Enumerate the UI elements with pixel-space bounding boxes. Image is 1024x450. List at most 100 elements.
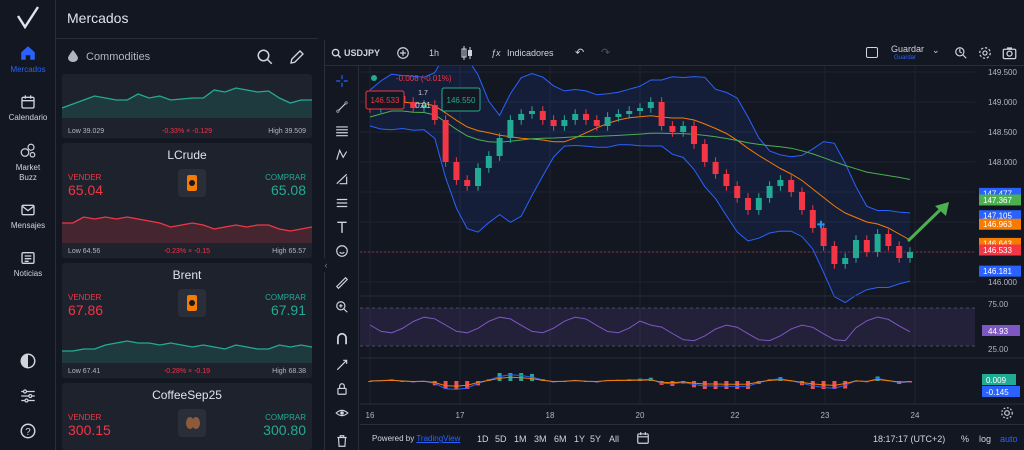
- range-1d[interactable]: 1D: [477, 434, 489, 444]
- macd-bar: [368, 381, 372, 382]
- powered-by-label: Powered by: [372, 434, 415, 443]
- trendline-icon[interactable]: [335, 100, 349, 114]
- x-tick-label: 18: [546, 411, 555, 420]
- price-tag: [979, 237, 1021, 249]
- save-button[interactable]: Guardar: [891, 44, 925, 54]
- emoji-icon[interactable]: [335, 244, 349, 258]
- nav-item-mercados[interactable]: Mercados: [0, 44, 56, 74]
- macd-bar: [454, 381, 459, 389]
- crosshair-icon[interactable]: [335, 74, 349, 88]
- range-1y[interactable]: 1Y: [574, 434, 586, 444]
- goto-date-icon[interactable]: [636, 431, 650, 445]
- sell-button[interactable]: 65.04: [68, 182, 104, 198]
- indicators-icon[interactable]: ƒx: [491, 48, 501, 58]
- market-card-lcrude[interactable]: LCrude VENDER 65.04 COMPRAR 65.08 Low 64…: [62, 143, 312, 258]
- market-card-coffee[interactable]: CoffeeSep25 VENDER 300.15 COMPRAR 300.80: [62, 383, 312, 450]
- buy-label: COMPRAR: [265, 413, 306, 422]
- log-toggle[interactable]: log: [979, 434, 992, 444]
- candle-body: [410, 102, 417, 108]
- trash-icon[interactable]: [335, 434, 349, 448]
- nav-item-noticias[interactable]: Noticias: [0, 250, 56, 278]
- gear-icon[interactable]: [978, 46, 992, 60]
- sell-button[interactable]: 67.86: [68, 302, 104, 318]
- candle-body: [529, 111, 535, 114]
- market-card-brent[interactable]: Brent VENDER 67.86 COMPRAR 67.91 Low 67.…: [62, 263, 312, 378]
- chart-container: USDJPY 1h ƒx Indicadores ↶ ↷ Guardar Gua…: [322, 40, 1024, 450]
- nav-label: Market Buzz: [15, 163, 41, 182]
- range-all[interactable]: All: [609, 434, 620, 444]
- macd-bar: [810, 381, 815, 389]
- nav-item-mensajes[interactable]: Mensajes: [0, 202, 56, 230]
- candle-body: [853, 240, 859, 258]
- clock-display[interactable]: 18:17:17 (UTC+2): [873, 434, 946, 444]
- brush-icon[interactable]: [335, 196, 349, 210]
- rsi-tick: 75.00: [988, 300, 1009, 309]
- redo-icon[interactable]: ↷: [601, 47, 611, 59]
- range-5d[interactable]: 5D: [495, 434, 507, 444]
- candle-body: [842, 258, 849, 264]
- search-icon[interactable]: [256, 48, 274, 66]
- price-chart[interactable]: -0.008 (-0.01%) 146.533 1.7 0.01 146.550…: [360, 66, 1024, 424]
- collapse-panel-icon[interactable]: ‹: [322, 258, 330, 272]
- pattern-icon[interactable]: [335, 148, 349, 162]
- undo-icon[interactable]: ↶: [575, 47, 585, 59]
- ask-value[interactable]: 146.550: [447, 96, 476, 105]
- ask-box[interactable]: [441, 87, 481, 112]
- range-3m[interactable]: 3M: [534, 434, 547, 444]
- fib-retracement-icon[interactable]: [335, 124, 349, 138]
- market-card-partial[interactable]: Low 39.029 -0.33% × -0.129 High 39.509: [62, 74, 312, 138]
- buy-button[interactable]: 300.80: [263, 422, 306, 438]
- eye-icon[interactable]: [335, 406, 349, 420]
- theme-toggle-icon[interactable]: [19, 352, 37, 370]
- buy-button[interactable]: 65.08: [270, 182, 306, 198]
- add-compare-icon[interactable]: [396, 46, 410, 60]
- lock-drawing-icon[interactable]: [335, 358, 349, 372]
- sparkline-fill: [62, 88, 312, 118]
- arrow-annotation[interactable]: [906, 206, 944, 243]
- lock-icon[interactable]: [335, 382, 349, 396]
- range-1m[interactable]: 1M: [514, 434, 527, 444]
- rsi-tick: 25.00: [988, 345, 1009, 354]
- nav-item-calendario[interactable]: Calendario: [0, 94, 56, 122]
- y-tick-label: 148.000: [988, 158, 1017, 167]
- candle-body: [863, 240, 870, 252]
- candle-body: [669, 126, 676, 132]
- interval-button[interactable]: 1h: [429, 48, 440, 58]
- range-6m[interactable]: 6M: [554, 434, 567, 444]
- brand-logo-icon: [16, 6, 40, 30]
- candle-body: [518, 114, 525, 120]
- bid-value[interactable]: 146.533: [371, 96, 400, 105]
- ruler-icon[interactable]: [335, 276, 349, 290]
- text-icon[interactable]: [335, 220, 349, 234]
- moving-average-green: [369, 110, 911, 180]
- buy-button[interactable]: 67.91: [270, 302, 306, 318]
- camera-icon[interactable]: [1002, 46, 1017, 60]
- percent-toggle[interactable]: %: [961, 434, 970, 444]
- zoom-in-icon[interactable]: [335, 300, 349, 314]
- settings-sliders-icon[interactable]: [19, 387, 37, 405]
- help-icon[interactable]: ?: [19, 422, 37, 440]
- auto-toggle[interactable]: auto: [1000, 434, 1018, 444]
- price-tag: [979, 187, 1021, 199]
- edit-pencil-icon[interactable]: [288, 48, 306, 66]
- macd-bar: [702, 381, 707, 389]
- axis-settings-icon[interactable]: [1001, 407, 1013, 419]
- search-symbol-icon[interactable]: [331, 48, 342, 59]
- chevron-down-icon[interactable]: ⌄: [932, 45, 940, 55]
- sell-label: VENDER: [68, 173, 102, 182]
- magnet-icon[interactable]: [335, 332, 349, 346]
- projection-icon[interactable]: [335, 172, 349, 186]
- candles-icon[interactable]: [461, 46, 473, 60]
- tradingview-link[interactable]: TradingView: [416, 434, 461, 443]
- bid-box[interactable]: [365, 90, 405, 110]
- symbol-label[interactable]: USDJPY: [344, 48, 381, 58]
- drop-icon: [68, 50, 78, 62]
- indicators-button[interactable]: Indicadores: [507, 48, 554, 58]
- card-change: -0.28% × -0.19: [163, 368, 211, 375]
- nav-item-market-buzz[interactable]: Market Buzz: [0, 142, 56, 183]
- sell-button[interactable]: 300.15: [68, 422, 111, 438]
- quick-search-icon[interactable]: [954, 46, 968, 60]
- layout-icon[interactable]: [866, 47, 878, 58]
- range-5y[interactable]: 5Y: [590, 434, 602, 444]
- category-selector[interactable]: Commodities: [68, 50, 150, 63]
